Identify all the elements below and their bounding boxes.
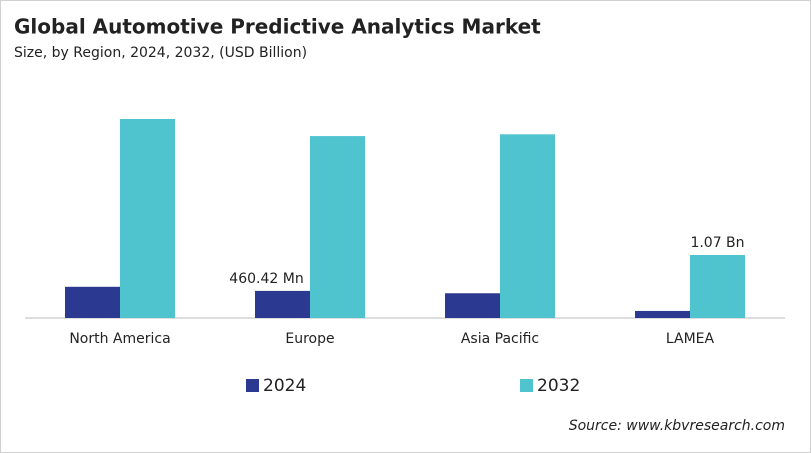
x-tick-label: LAMEA xyxy=(666,331,715,347)
x-tick-label: Asia Pacific xyxy=(461,331,539,347)
bar xyxy=(500,134,555,318)
x-tick-label: North America xyxy=(69,331,170,347)
bar xyxy=(120,119,175,318)
legend-swatch xyxy=(520,379,533,392)
bar xyxy=(310,136,365,318)
bar xyxy=(65,286,120,318)
bar xyxy=(690,255,745,318)
value-label: 1.07 Bn xyxy=(690,235,744,251)
bar xyxy=(255,290,310,318)
legend-label: 2032 xyxy=(537,376,580,396)
value-label: 460.42 Mn xyxy=(229,271,303,287)
source: Source: www.kbvresearch.com xyxy=(569,418,785,434)
legend-label: 2024 xyxy=(263,376,306,396)
bar xyxy=(635,310,690,318)
x-tick-label: Europe xyxy=(285,331,334,347)
chart-title: Global Automotive Predictive Analytics M… xyxy=(14,15,541,39)
legend-swatch xyxy=(246,379,259,392)
chart-subtitle: Size, by Region, 2024, 2032, (USD Billio… xyxy=(14,45,307,61)
bar xyxy=(445,293,500,318)
